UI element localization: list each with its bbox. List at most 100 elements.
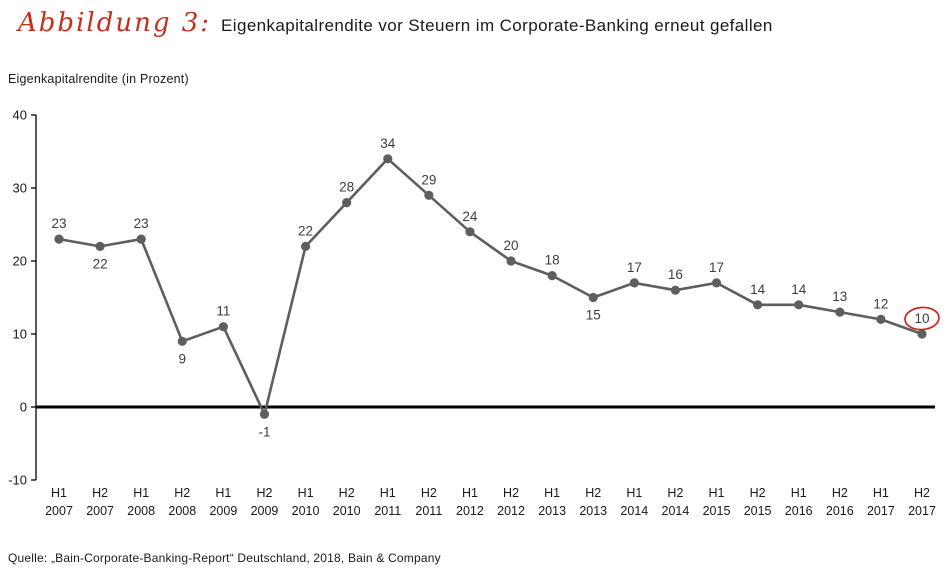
value-label: 23: [134, 216, 149, 231]
x-tick-year-label: 2011: [374, 504, 401, 518]
x-tick-half-label: H1: [51, 486, 67, 500]
series-line: [57, 157, 924, 416]
data-point: [876, 314, 886, 324]
value-label: 17: [627, 260, 642, 275]
x-tick-half-label: H1: [544, 486, 560, 500]
data-point: [424, 190, 434, 200]
x-tick-half-label: H2: [174, 486, 190, 500]
x-tick-year-label: 2015: [703, 504, 731, 518]
data-point: [342, 198, 352, 208]
value-label: 29: [421, 172, 436, 187]
data-point: [218, 322, 228, 332]
data-point: [136, 234, 146, 244]
data-point: [259, 409, 270, 419]
x-tick-year-label: 2016: [826, 504, 854, 518]
x-tick-half-label: H1: [133, 486, 149, 500]
x-tick-year-label: 2017: [867, 504, 895, 518]
x-tick-year-label: 2010: [333, 504, 361, 518]
data-point: [835, 307, 845, 317]
x-tick-half-label: H2: [914, 486, 930, 500]
value-label: 28: [339, 180, 354, 195]
data-point: [711, 278, 722, 288]
value-label: 11: [216, 304, 230, 319]
value-label: 9: [179, 351, 187, 366]
x-tick-year-label: 2011: [415, 504, 442, 518]
y-tick-label: 0: [20, 400, 27, 415]
x-tick-year-label: 2016: [785, 504, 813, 518]
data-point: [506, 256, 516, 266]
value-label: 12: [873, 296, 888, 311]
x-tick-half-label: H2: [667, 486, 683, 500]
x-tick-half-label: H1: [298, 486, 314, 500]
x-tick-year-label: 2013: [538, 504, 566, 518]
x-tick-half-label: H1: [462, 486, 478, 500]
data-point: [383, 154, 393, 164]
x-tick-year-label: 2008: [168, 504, 196, 518]
figure-number: Abbildung 3:: [18, 8, 212, 38]
figure-title: Eigenkapitalrendite vor Steuern im Corpo…: [221, 16, 773, 35]
x-tick-year-label: 2007: [45, 504, 73, 518]
value-label: 34: [380, 136, 396, 151]
y-tick-label: 10: [13, 327, 27, 342]
data-point: [547, 271, 557, 281]
x-tick-year-label: 2009: [251, 504, 279, 518]
data-point: [177, 336, 187, 346]
data-point: [95, 241, 105, 251]
y-tick-label: 40: [13, 108, 27, 123]
data-point: [588, 292, 598, 303]
x-tick-year-label: 2013: [579, 504, 607, 518]
x-tick-year-label: 2012: [456, 504, 484, 518]
x-tick-half-label: H2: [750, 486, 766, 500]
value-label: 15: [586, 308, 601, 323]
x-tick-year-label: 2008: [127, 504, 155, 518]
value-label: 20: [504, 238, 519, 253]
data-point: [465, 227, 475, 237]
x-tick-year-label: 2015: [744, 504, 772, 518]
x-tick-year-label: 2012: [497, 504, 525, 518]
y-tick-label: 20: [13, 254, 27, 269]
value-label: 14: [791, 282, 807, 297]
y-tick-label: -10: [8, 473, 27, 488]
x-tick-half-label: H2: [339, 486, 355, 500]
value-label: 24: [462, 209, 478, 224]
y-tick-label: 30: [13, 181, 27, 196]
x-tick-half-label: H1: [791, 486, 807, 500]
data-point: [300, 241, 311, 251]
value-label: 22: [93, 256, 108, 271]
value-label: 16: [668, 267, 683, 282]
x-tick-half-label: H2: [585, 486, 601, 500]
x-tick-half-label: H1: [626, 486, 642, 500]
value-label: 14: [750, 282, 766, 297]
data-point: [670, 285, 681, 295]
data-point: [794, 300, 804, 310]
x-tick-half-label: H2: [503, 486, 519, 500]
x-tick-half-label: H2: [92, 486, 108, 500]
x-tick-year-label: 2007: [86, 504, 114, 518]
data-point: [917, 329, 927, 339]
line-chart: -10 0 10 20 30 40 23 22 23 9 11 -1 22 28 34 29 24 20 18 15 1…: [8, 108, 940, 518]
x-tick-year-label: 2010: [292, 504, 320, 518]
x-tick-half-label: H1: [709, 486, 725, 500]
value-label: -1: [258, 424, 270, 439]
data-point: [629, 278, 639, 288]
x-tick-year-label: 2017: [908, 504, 936, 518]
value-label: 18: [545, 253, 560, 268]
x-tick-year-label: 2009: [209, 504, 237, 518]
figure-header: Abbildung 3: Eigenkapitalrendite vor Ste…: [18, 8, 940, 38]
highlight-ellipse: [904, 306, 940, 331]
x-tick-half-label: H1: [215, 486, 231, 500]
value-label: 22: [298, 223, 313, 238]
x-tick-half-label: H2: [832, 486, 848, 500]
value-label: 23: [51, 216, 66, 231]
value-label: 10: [914, 311, 929, 326]
data-point: [753, 300, 763, 310]
x-tick-year-label: 2014: [620, 504, 648, 518]
x-tick-half-label: H2: [256, 486, 272, 500]
value-label: 17: [709, 260, 724, 275]
source-note: Quelle: „Bain-Corporate-Banking-Report“ …: [8, 551, 441, 565]
x-tick-year-label: 2014: [662, 504, 690, 518]
x-tick-half-label: H1: [873, 486, 889, 500]
value-label: 13: [832, 289, 847, 304]
x-tick-half-label: H1: [380, 486, 396, 500]
